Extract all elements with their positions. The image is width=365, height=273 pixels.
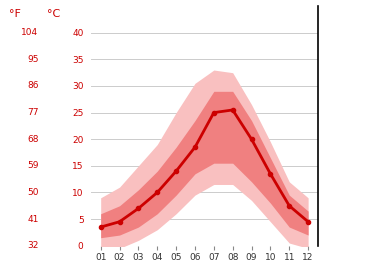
Text: 59: 59: [27, 161, 38, 170]
Text: °F: °F: [9, 9, 21, 19]
Text: 104: 104: [21, 28, 38, 37]
Text: 77: 77: [27, 108, 38, 117]
Text: 86: 86: [27, 82, 38, 90]
Text: 50: 50: [27, 188, 38, 197]
Text: °C: °C: [47, 9, 61, 19]
Text: 32: 32: [27, 241, 38, 250]
Text: 68: 68: [27, 135, 38, 144]
Text: 95: 95: [27, 55, 38, 64]
Text: 41: 41: [27, 215, 38, 224]
